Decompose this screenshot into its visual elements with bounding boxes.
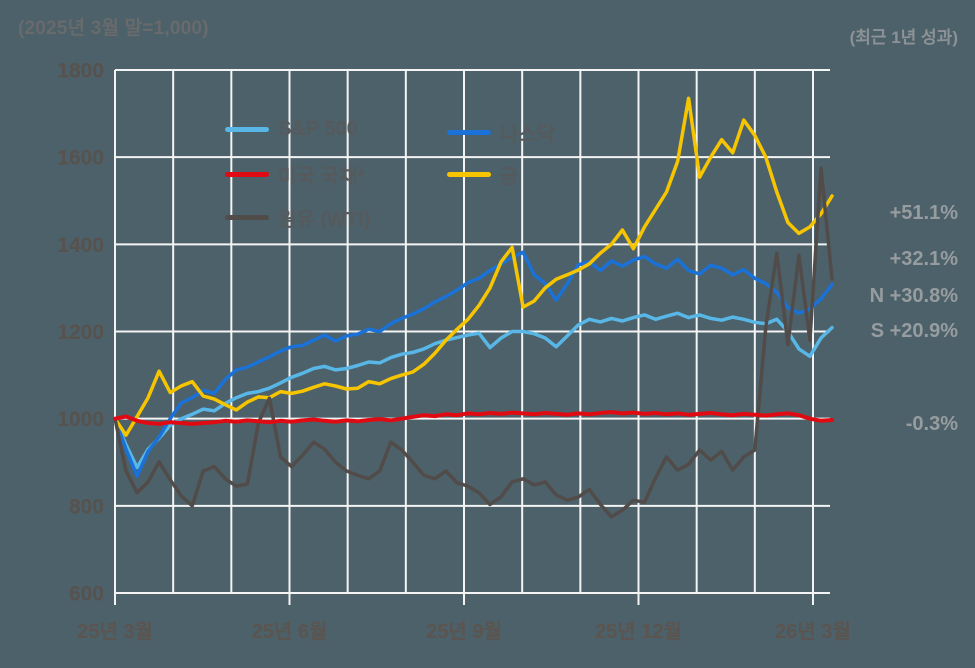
legend-item: 나스닥 — [447, 118, 555, 147]
series-line-5 — [113, 166, 834, 519]
x-tick-label: 25년 9월 — [426, 620, 502, 643]
legend-swatch — [225, 172, 269, 177]
legend-label: S&P 500 — [278, 118, 358, 140]
legend-item: 원유 (WTI) — [225, 203, 370, 232]
legend-swatch — [447, 130, 491, 135]
y-tick-label: 800 — [69, 495, 104, 518]
series-line-4 — [113, 96, 834, 437]
performance-label: +32.1% — [890, 248, 959, 270]
y-tick-label: 1800 — [57, 60, 104, 83]
x-tick-label: 25년 6월 — [252, 620, 328, 643]
legend-item: 금 — [447, 160, 518, 189]
legend-label: 나스닥 — [500, 124, 556, 146]
performance-label: N +30.8% — [870, 285, 959, 307]
x-tick-label: 25년 3월 — [77, 620, 153, 643]
y-tick-label: 1600 — [57, 147, 104, 170]
series-line-1 — [113, 311, 834, 470]
legend-swatch — [225, 127, 269, 132]
legend-label: 미국 국채* — [278, 166, 365, 188]
normalization-note: (2025년 3월 말=1,000) — [18, 18, 209, 39]
legend-swatch — [225, 215, 269, 220]
y-tick-label: 1400 — [57, 234, 104, 257]
period-note: (최근 1년 성과) — [849, 28, 958, 47]
series-line-2 — [113, 250, 834, 478]
legend-item: S&P 500 — [225, 118, 358, 141]
legend-label: 금 — [500, 166, 519, 188]
performance-label: -0.3% — [906, 413, 958, 435]
legend-swatch — [447, 172, 491, 177]
x-tick-label: 26년 3월 — [775, 620, 851, 643]
y-tick-label: 1200 — [57, 321, 104, 344]
x-tick-label: 25년 12월 — [595, 620, 682, 643]
legend-label: 원유 (WTI) — [278, 209, 371, 231]
y-tick-label: 600 — [69, 583, 104, 606]
y-tick-label: 1000 — [57, 408, 104, 431]
performance-label: +51.1% — [890, 202, 959, 224]
legend-item: 미국 국채* — [225, 160, 365, 189]
series-line-3 — [113, 410, 834, 426]
performance-label: S +20.9% — [871, 320, 959, 342]
